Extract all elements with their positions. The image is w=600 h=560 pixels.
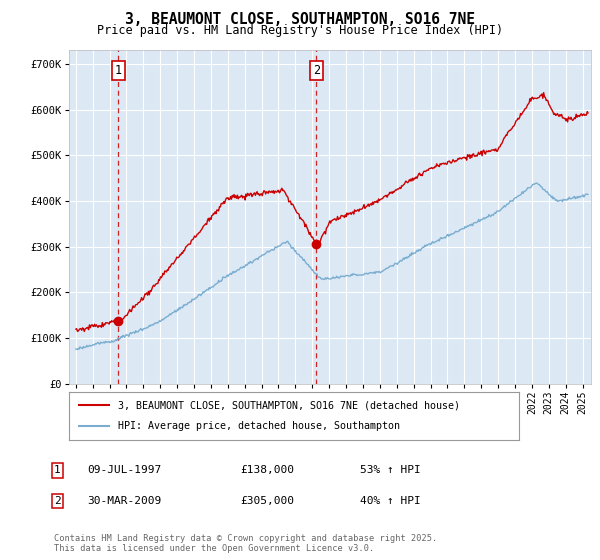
Text: 3, BEAUMONT CLOSE, SOUTHAMPTON, SO16 7NE (detached house): 3, BEAUMONT CLOSE, SOUTHAMPTON, SO16 7NE… [119,400,461,410]
Text: 53% ↑ HPI: 53% ↑ HPI [360,465,421,475]
Text: 2: 2 [313,64,320,77]
Text: £305,000: £305,000 [240,496,294,506]
Text: £138,000: £138,000 [240,465,294,475]
Text: Contains HM Land Registry data © Crown copyright and database right 2025.
This d: Contains HM Land Registry data © Crown c… [54,534,437,553]
Text: 30-MAR-2009: 30-MAR-2009 [87,496,161,506]
Text: 40% ↑ HPI: 40% ↑ HPI [360,496,421,506]
Text: 09-JUL-1997: 09-JUL-1997 [87,465,161,475]
Text: 1: 1 [115,64,122,77]
Text: 2: 2 [54,496,61,506]
Text: HPI: Average price, detached house, Southampton: HPI: Average price, detached house, Sout… [119,421,401,431]
Text: 1: 1 [54,465,61,475]
Text: Price paid vs. HM Land Registry's House Price Index (HPI): Price paid vs. HM Land Registry's House … [97,24,503,36]
Text: 3, BEAUMONT CLOSE, SOUTHAMPTON, SO16 7NE: 3, BEAUMONT CLOSE, SOUTHAMPTON, SO16 7NE [125,12,475,27]
